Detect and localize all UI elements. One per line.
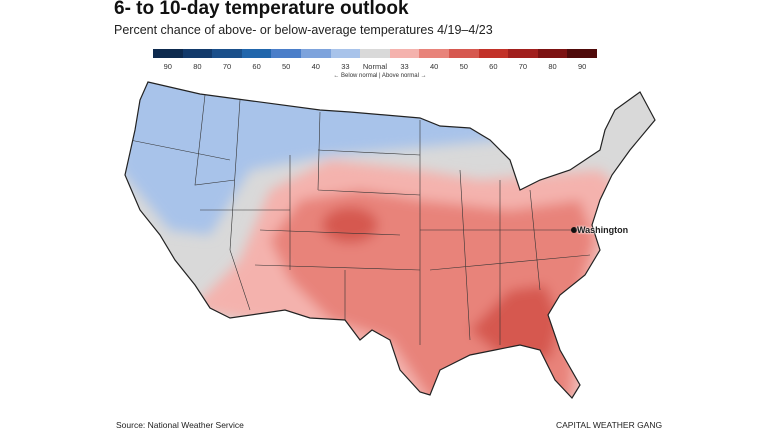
legend-swatch (567, 49, 597, 58)
legend-label: 50 (282, 62, 291, 71)
chart-subtitle: Percent chance of above- or below-averag… (114, 23, 493, 37)
color-legend (153, 49, 597, 58)
city-label-washington: Washington (577, 225, 629, 235)
legend-swatch (419, 49, 449, 58)
legend-swatch (153, 49, 183, 58)
legend-swatch (212, 49, 242, 58)
legend-label: 60 (489, 62, 498, 71)
legend-label: 40 (429, 62, 439, 71)
legend-label: 70 (518, 62, 528, 71)
chart-title: 6- to 10-day temperature outlook (114, 0, 409, 19)
legend-note: ← Below normal | Above normal → (333, 73, 427, 79)
legend-label: 40 (311, 62, 320, 71)
legend-label: 80 (548, 62, 557, 71)
legend-swatch (537, 49, 568, 58)
legend-swatch (182, 49, 213, 58)
legend-label: 60 (252, 62, 261, 71)
legend-swatch (448, 49, 479, 58)
washington-marker (571, 227, 577, 233)
legend-swatch (271, 49, 301, 58)
legend-swatch (241, 49, 272, 58)
legend-label: Normal (362, 62, 388, 71)
legend-label: 80 (193, 62, 202, 71)
legend-label: 70 (222, 62, 232, 71)
brand-credit: CAPITAL WEATHER GANG (556, 420, 663, 430)
legend-swatch (508, 49, 538, 58)
legend-label: 90 (577, 62, 587, 71)
legend-swatch (360, 49, 390, 58)
legend-label: 90 (163, 62, 172, 71)
legend-swatch (389, 49, 420, 58)
legend-label: 33 (400, 62, 409, 71)
legend-labels: 90 80 70 60 50 40 33 Normal 33 40 50 60 70 80 90 (153, 62, 597, 71)
source-note: Source: National Weather Service (116, 420, 244, 430)
legend-label: 33 (341, 62, 350, 71)
legend-label: 50 (459, 62, 468, 71)
legend-swatch (330, 49, 361, 58)
legend-swatch (478, 49, 509, 58)
legend-swatch (300, 49, 331, 58)
